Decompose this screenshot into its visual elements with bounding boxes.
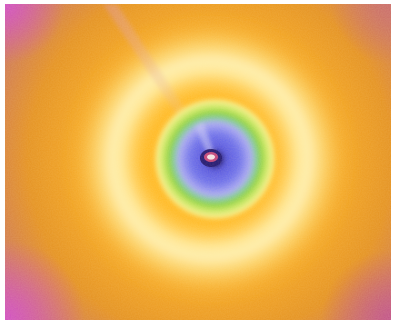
noise-overlay <box>5 4 391 320</box>
diffraction-image <box>5 4 391 320</box>
diffraction-pattern <box>5 4 391 320</box>
